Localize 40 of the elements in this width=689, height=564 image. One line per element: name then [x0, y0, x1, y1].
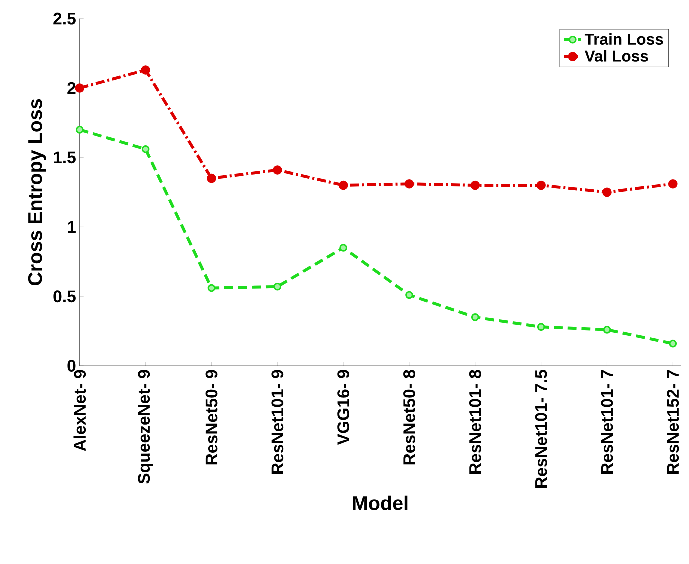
legend-label: Train Loss: [584, 33, 664, 45]
x-tick-label: ResNet101- 8: [469, 370, 482, 474]
point: [603, 326, 612, 334]
point: [142, 145, 150, 154]
point: [404, 179, 414, 189]
x-tick-label: ResNet152- 7: [667, 370, 680, 474]
point: [668, 179, 678, 189]
point: [470, 180, 480, 190]
x-axis-title: Model: [353, 496, 408, 510]
y-tick-label: 0.5: [54, 290, 76, 302]
point: [75, 83, 85, 93]
y-tick-label: 1.5: [54, 152, 76, 164]
point: [536, 180, 546, 190]
point: [274, 282, 282, 291]
y-tick-label: 0: [68, 360, 76, 372]
point: [141, 65, 150, 75]
point: [208, 284, 216, 292]
point: [471, 313, 480, 322]
point: [602, 188, 612, 197]
y-tick-label: 2.5: [54, 12, 76, 25]
x-tick-label: ResNet50- 9: [206, 370, 218, 464]
legend-label: Val Loss: [584, 50, 648, 62]
x-tick-label: SqueezeNet- 9: [138, 370, 154, 484]
x-tick-label: ResNet101- 7: [601, 370, 614, 474]
point: [76, 126, 84, 134]
point: [207, 174, 216, 183]
y-axis-title: Cross Entropy Loss: [28, 99, 46, 286]
y-tick-label: 1: [68, 221, 76, 233]
x-tick-label: AlexNet- 9: [74, 370, 86, 452]
point: [669, 340, 678, 348]
x-tick-label: ResNet101- 9: [272, 370, 284, 474]
x-tick-label: VGG16- 9: [338, 370, 350, 445]
point: [537, 323, 546, 331]
point: [273, 165, 282, 175]
point: [338, 180, 348, 190]
x-tick-label: ResNet101- 7.5: [535, 370, 548, 488]
x-tick-label: ResNet50- 8: [404, 370, 416, 464]
point: [340, 244, 348, 252]
y-tick-label: 2: [68, 82, 76, 94]
point: [406, 291, 414, 299]
